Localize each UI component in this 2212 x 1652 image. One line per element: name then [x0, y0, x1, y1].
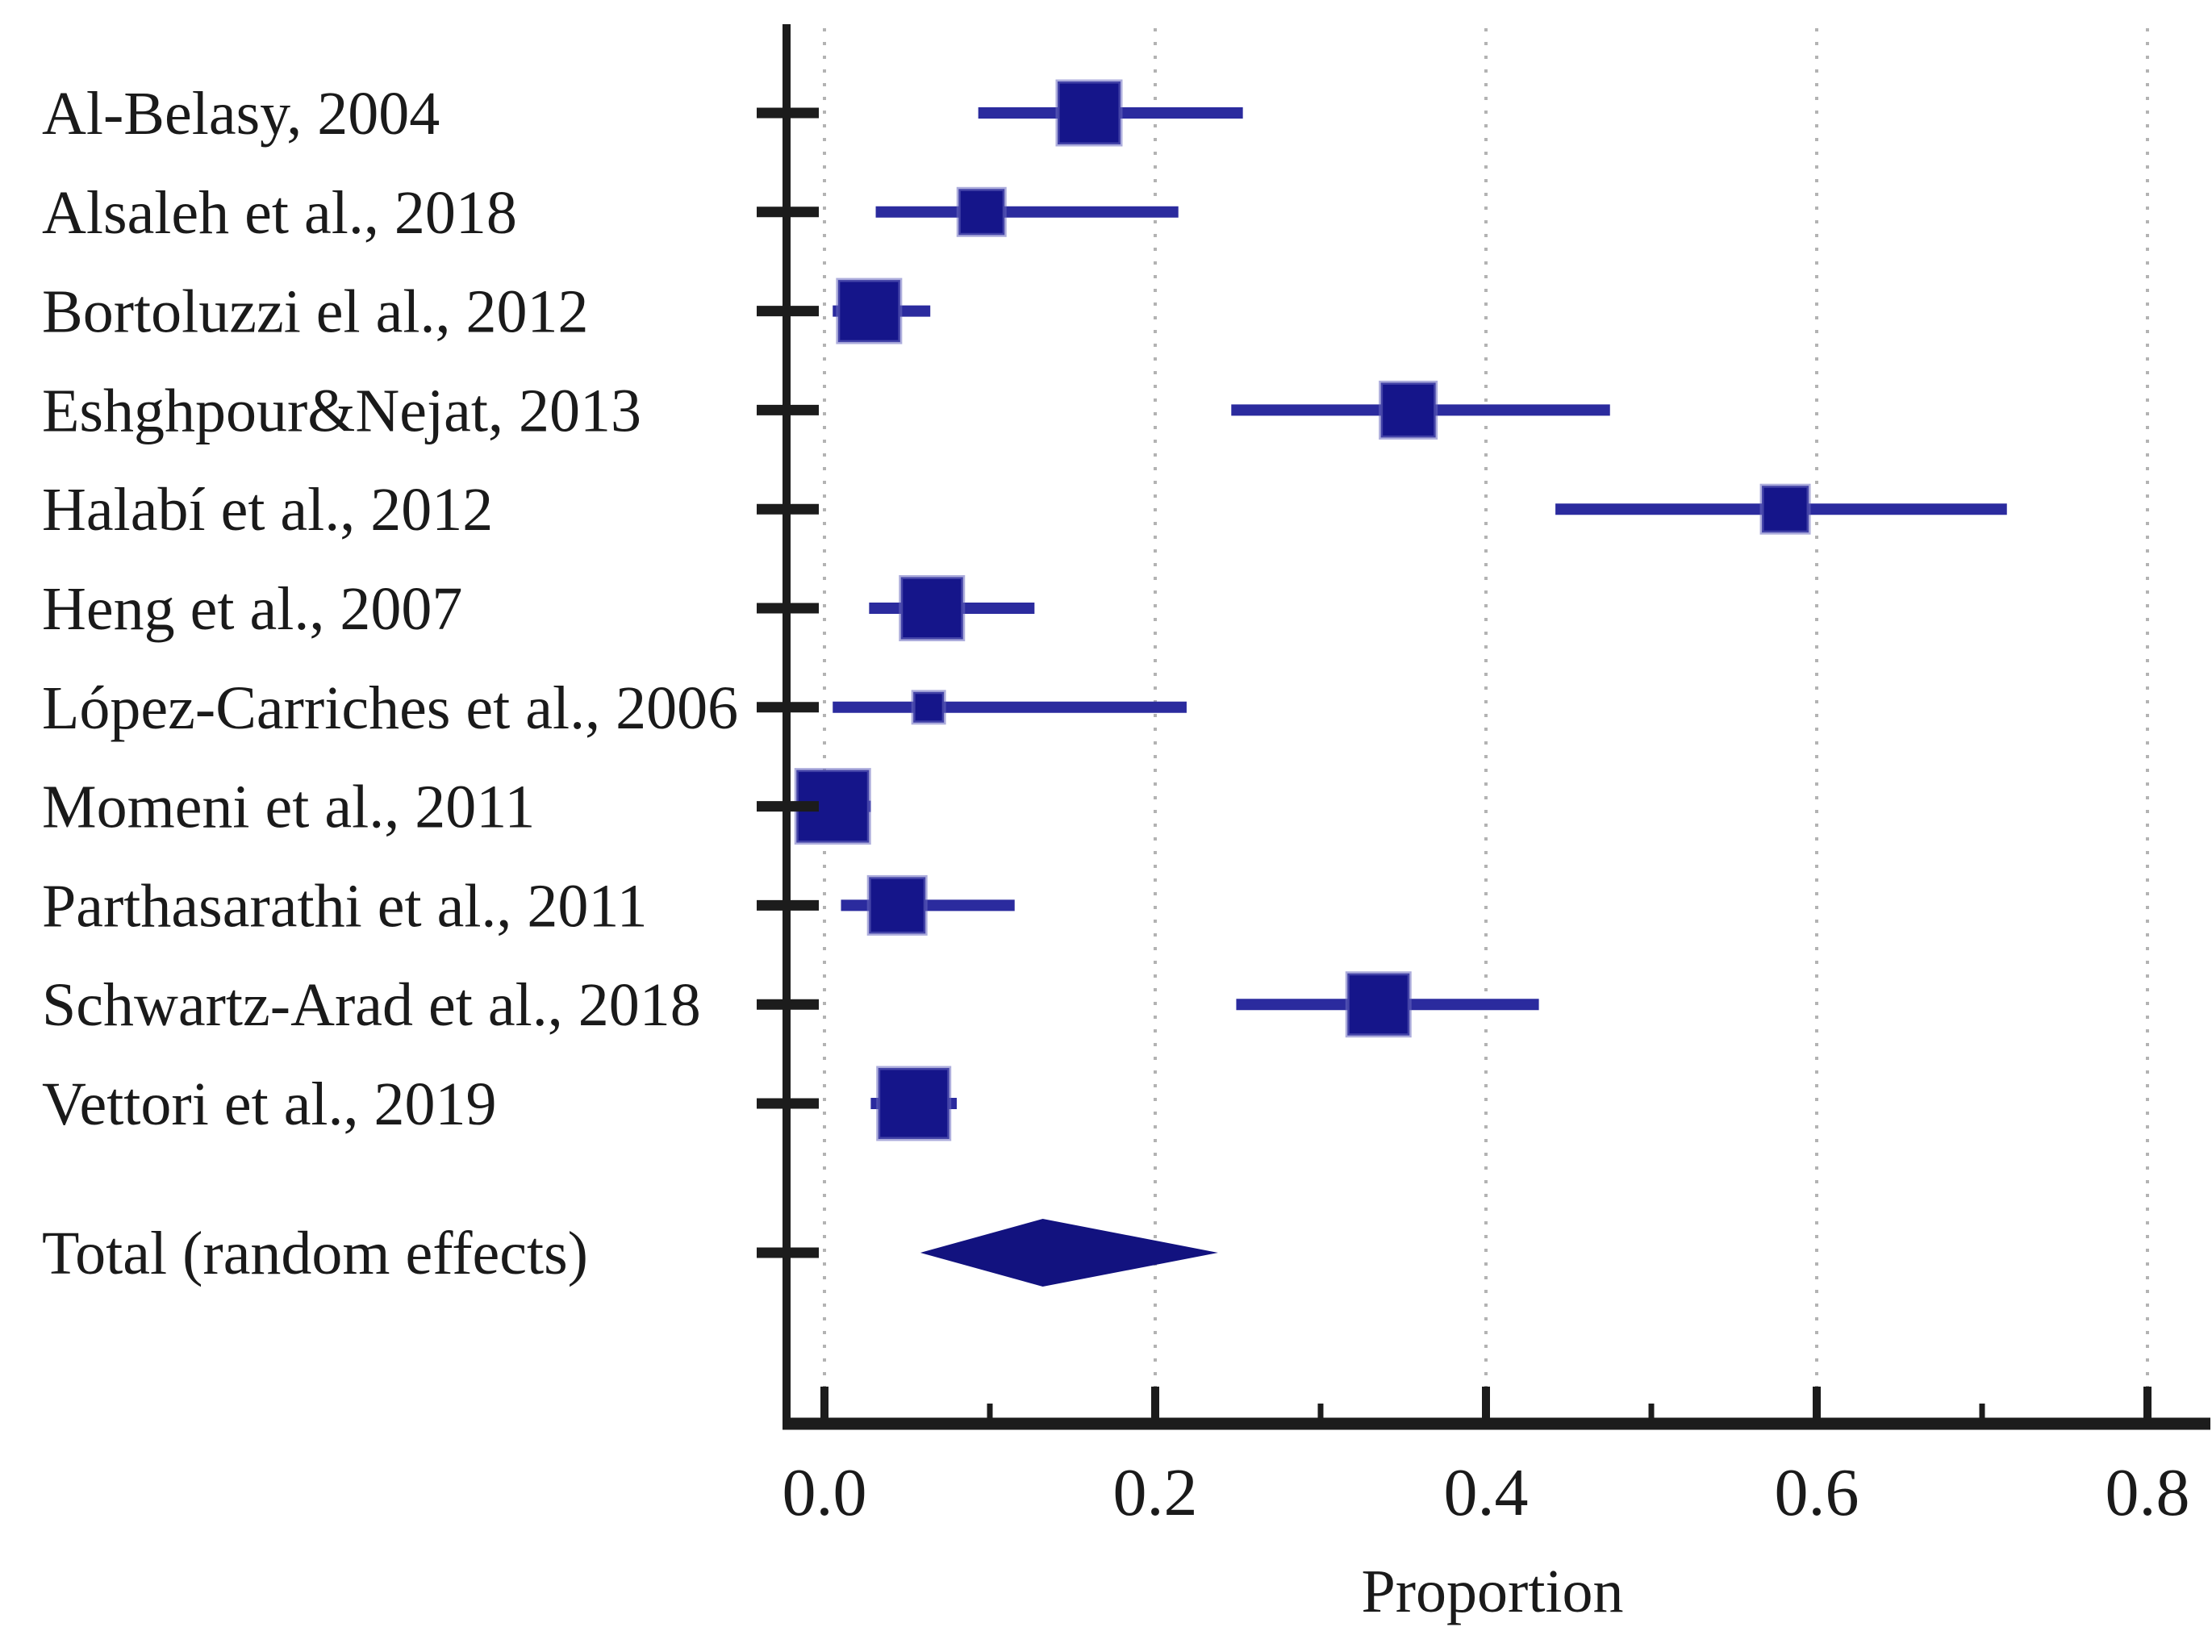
- x-axis-title: Proportion: [1361, 1558, 1623, 1625]
- effect-square: [956, 186, 1007, 237]
- x-tick-label: 0.4: [1444, 1455, 1529, 1530]
- effect-square: [1379, 380, 1438, 440]
- x-tick-label: 0.6: [1775, 1455, 1859, 1530]
- effect-square: [911, 690, 946, 725]
- total-label: Total (random effects): [42, 1220, 588, 1287]
- study-label: Vettori et al., 2019: [42, 1070, 497, 1138]
- study-label: Heng et al., 2007: [42, 575, 462, 643]
- x-tick-label: 0.8: [2106, 1455, 2190, 1530]
- effect-square: [1345, 971, 1412, 1038]
- effect-square: [899, 575, 966, 641]
- study-label: Al-Belasy, 2004: [42, 80, 440, 148]
- study-label: Bortoluzzi el al., 2012: [42, 278, 589, 346]
- effect-square: [866, 874, 928, 936]
- x-tick-label: 0.2: [1113, 1455, 1198, 1530]
- study-label: Schwartz-Arad et al., 2018: [42, 971, 701, 1039]
- study-label: Momeni et al., 2011: [42, 774, 535, 841]
- effect-square: [1759, 483, 1811, 535]
- study-label: Halabí et al., 2012: [42, 476, 493, 544]
- study-label: Parthasarathi et al., 2011: [42, 872, 648, 940]
- effect-square: [876, 1066, 952, 1141]
- summary-diamond: [920, 1219, 1218, 1287]
- effect-square: [1055, 79, 1123, 147]
- x-tick-label: 0.0: [783, 1455, 867, 1530]
- study-label: López-Carriches et al., 2006: [42, 674, 738, 742]
- study-label: Eshghpour&Nejat, 2013: [42, 377, 641, 444]
- effect-square: [836, 277, 903, 344]
- study-label: Alsaleh et al., 2018: [42, 179, 517, 247]
